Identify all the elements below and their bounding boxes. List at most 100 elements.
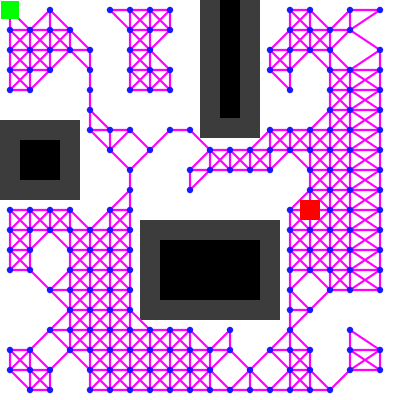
roadmap-edge — [109, 9, 131, 31]
roadmap-edge — [109, 329, 131, 351]
roadmap-edge — [149, 349, 171, 371]
roadmap-node — [126, 286, 134, 294]
roadmap-node — [126, 246, 134, 254]
roadmap-node — [376, 286, 384, 294]
roadmap-node — [246, 166, 254, 174]
roadmap-node — [306, 126, 314, 134]
obstacle-1-core — [220, 0, 240, 118]
roadmap-edge — [289, 289, 311, 311]
roadmap-node — [226, 166, 234, 174]
roadmap-node — [326, 206, 334, 214]
roadmap-edge — [289, 349, 311, 371]
roadmap-node — [186, 326, 194, 334]
roadmap-edge — [209, 369, 231, 391]
roadmap-node — [166, 26, 174, 34]
roadmap-node — [376, 86, 384, 94]
roadmap-edge — [29, 9, 51, 31]
roadmap-node — [286, 86, 294, 94]
roadmap-node — [166, 66, 174, 74]
roadmap-node — [306, 366, 314, 374]
roadmap-edge — [169, 369, 191, 391]
roadmap-edge — [289, 329, 311, 351]
roadmap-node — [346, 86, 354, 94]
roadmap-node — [326, 286, 334, 294]
roadmap-node — [26, 26, 34, 34]
roadmap-edge — [49, 289, 71, 311]
roadmap-node — [46, 26, 54, 34]
roadmap-edge — [29, 209, 51, 231]
roadmap-edge — [329, 189, 351, 211]
roadmap-node — [26, 246, 34, 254]
roadmap-node — [286, 346, 294, 354]
roadmap-node — [346, 6, 354, 14]
roadmap-node — [326, 166, 334, 174]
roadmap-edge — [309, 109, 331, 131]
roadmap-node — [6, 46, 14, 54]
roadmap-node — [306, 306, 314, 314]
roadmap-node — [326, 266, 334, 274]
roadmap-edge — [149, 129, 171, 151]
roadmap-edge — [349, 209, 381, 231]
roadmap-node — [266, 386, 274, 394]
roadmap-node — [376, 146, 384, 154]
roadmap-node — [186, 366, 194, 374]
roadmap-node — [86, 246, 94, 254]
roadmap-edge — [89, 109, 111, 131]
roadmap-node — [26, 226, 34, 234]
roadmap-node — [376, 186, 384, 194]
roadmap-edge — [349, 249, 381, 271]
roadmap-node — [126, 126, 134, 134]
roadmap-node — [286, 306, 294, 314]
roadmap-node — [146, 326, 154, 334]
roadmap-node — [6, 66, 14, 74]
roadmap-node — [326, 246, 334, 254]
roadmap-node — [346, 26, 354, 34]
roadmap-edge — [89, 209, 111, 231]
roadmap-edge — [49, 9, 71, 31]
roadmap-node — [376, 226, 384, 234]
roadmap-edge — [249, 129, 271, 151]
roadmap-node — [146, 26, 154, 34]
roadmap-node — [126, 46, 134, 54]
roadmap-edge — [69, 289, 91, 311]
roadmap-node — [106, 306, 114, 314]
roadmap-node — [46, 66, 54, 74]
roadmap-edge — [29, 69, 51, 91]
roadmap-node — [146, 66, 154, 74]
roadmap-edge — [289, 269, 311, 291]
roadmap-edge — [329, 69, 351, 91]
roadmap-edge — [49, 269, 71, 291]
roadmap-edge — [29, 369, 51, 391]
roadmap-edge — [49, 309, 71, 331]
roadmap-node — [86, 306, 94, 314]
roadmap-edge — [269, 29, 291, 51]
roadmap-node — [46, 366, 54, 374]
roadmap-node — [286, 6, 294, 14]
roadmap-node — [46, 226, 54, 234]
roadmap-node — [346, 166, 354, 174]
roadmap-edge — [189, 349, 211, 371]
roadmap-node — [306, 146, 314, 154]
roadmap-edge — [249, 369, 271, 391]
roadmap-edge — [109, 249, 131, 271]
roadmap-node — [126, 326, 134, 334]
roadmap-edge — [89, 249, 111, 271]
roadmap-edge — [269, 49, 291, 71]
roadmap-edge — [349, 229, 381, 251]
roadmap-node — [86, 66, 94, 74]
roadmap-node — [326, 86, 334, 94]
roadmap-node — [86, 386, 94, 394]
roadmap-edge — [89, 289, 111, 311]
roadmap-node — [286, 206, 294, 214]
roadmap-edge — [89, 269, 111, 291]
roadmap-node — [46, 386, 54, 394]
roadmap-edge — [269, 349, 291, 371]
roadmap-edge — [69, 209, 91, 231]
roadmap-node — [186, 126, 194, 134]
roadmap-edge — [229, 349, 251, 371]
roadmap-edge — [329, 229, 351, 251]
roadmap-node — [326, 146, 334, 154]
roadmap-node — [126, 346, 134, 354]
roadmap-node — [166, 386, 174, 394]
roadmap-node — [226, 146, 234, 154]
